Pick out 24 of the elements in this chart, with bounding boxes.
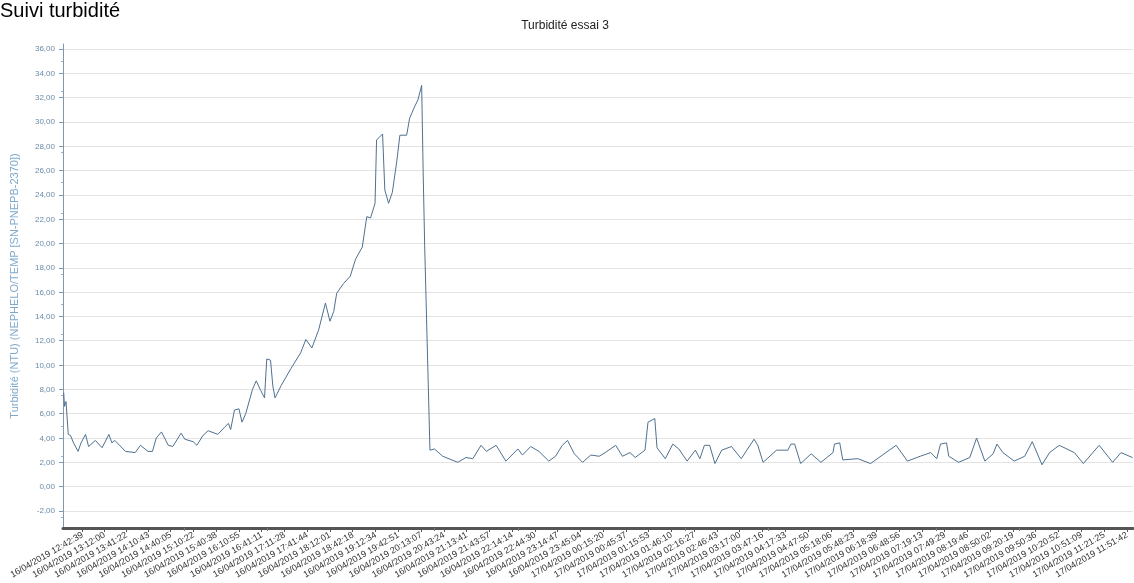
y-tick-label: 12,00: [34, 336, 56, 346]
chart-title: Turbidité essai 3: [521, 18, 610, 32]
y-tick-label: 36,00: [34, 44, 56, 54]
y-tick-label: 10,00: [34, 360, 56, 370]
y-tick-label: 20,00: [34, 238, 56, 248]
y-tick-label: 18,00: [34, 263, 56, 273]
y-tick-label: 26,00: [34, 165, 56, 175]
y-tick-label: 28,00: [34, 141, 56, 151]
y-tick-label: 8,00: [39, 384, 56, 394]
line-series: [63, 84, 1133, 466]
y-tick-label: 34,00: [34, 68, 56, 78]
y-tick-label: -2,00: [36, 506, 56, 516]
y-tick-label: 6,00: [39, 409, 56, 419]
y-tick-label: 14,00: [34, 311, 56, 321]
y-axis-title: Turbidité (NTU) (NEPHELO/TEMP [SN-PNEPB-2370]): [7, 153, 20, 419]
text: Suivi turbidité: [0, 0, 121, 21]
y-tick-label: 2,00: [39, 457, 56, 467]
y-tick-label: 22,00: [34, 214, 56, 224]
y-tick-label: 16,00: [34, 287, 56, 297]
y-tick-label: 0,00: [39, 482, 56, 492]
y-tick-label: 4,00: [39, 433, 56, 443]
y-tick-label: 30,00: [34, 117, 56, 127]
y-tick-label: 24,00: [34, 190, 56, 200]
y-tick-label: 32,00: [34, 93, 56, 103]
